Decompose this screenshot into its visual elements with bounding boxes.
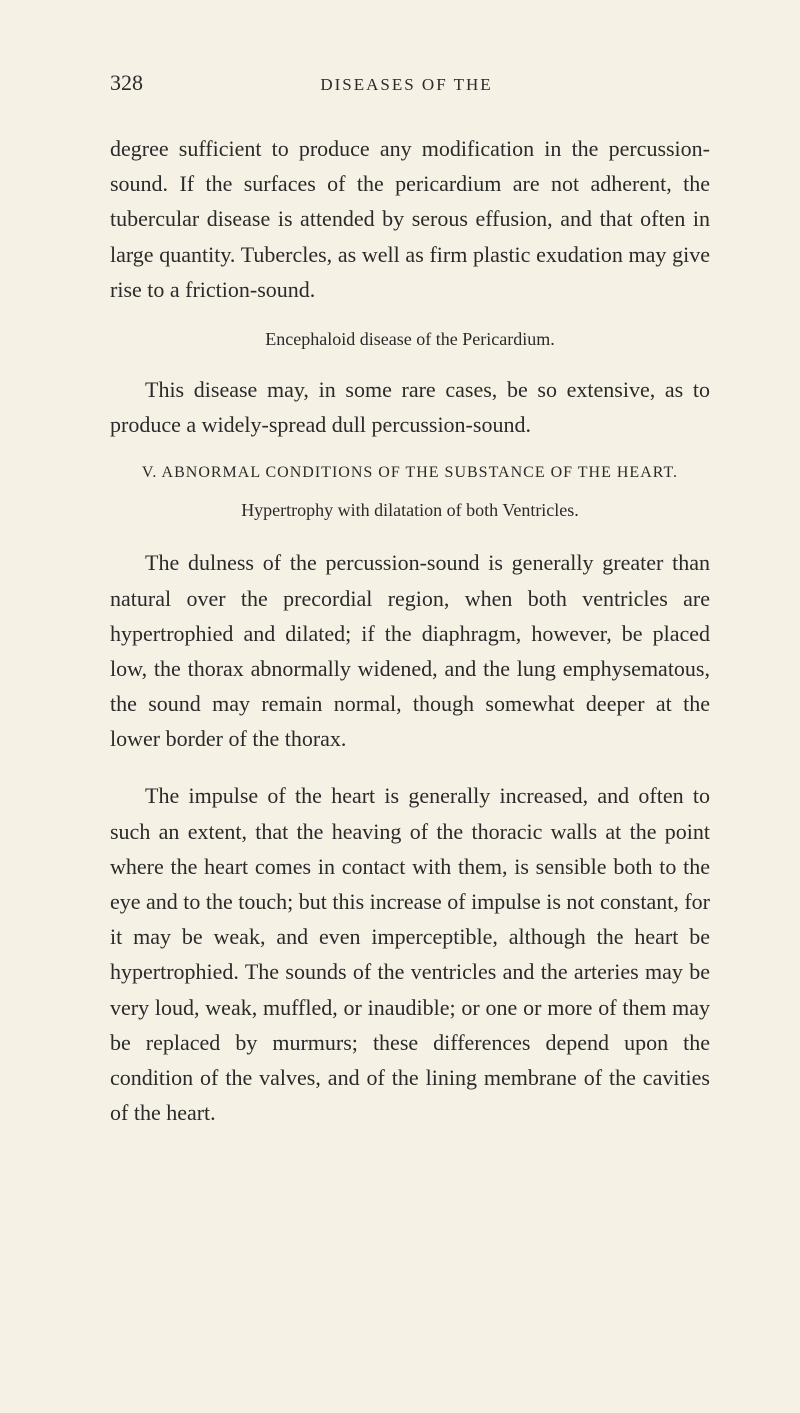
paragraph-4: The impulse of the heart is generally in… [110,778,710,1130]
section-subheading-hypertrophy: Hypertrophy with dilatation of both Vent… [110,500,710,521]
section-heading-abnormal: V. ABNORMAL CONDITIONS OF THE SUBSTANCE … [110,464,710,482]
running-header: DISEASES OF THE [143,75,710,95]
paragraph-2: This disease may, in some rare cases, be… [110,372,710,442]
paragraph-1: degree sufficient to produce any modific… [110,131,710,307]
paragraph-3: The dulness of the percussion-sound is g… [110,545,710,756]
page-header: 328 DISEASES OF THE [110,70,710,96]
sub-heading-encephaloid: Encephaloid disease of the Pericardium. [110,329,710,350]
page-number: 328 [110,70,143,96]
